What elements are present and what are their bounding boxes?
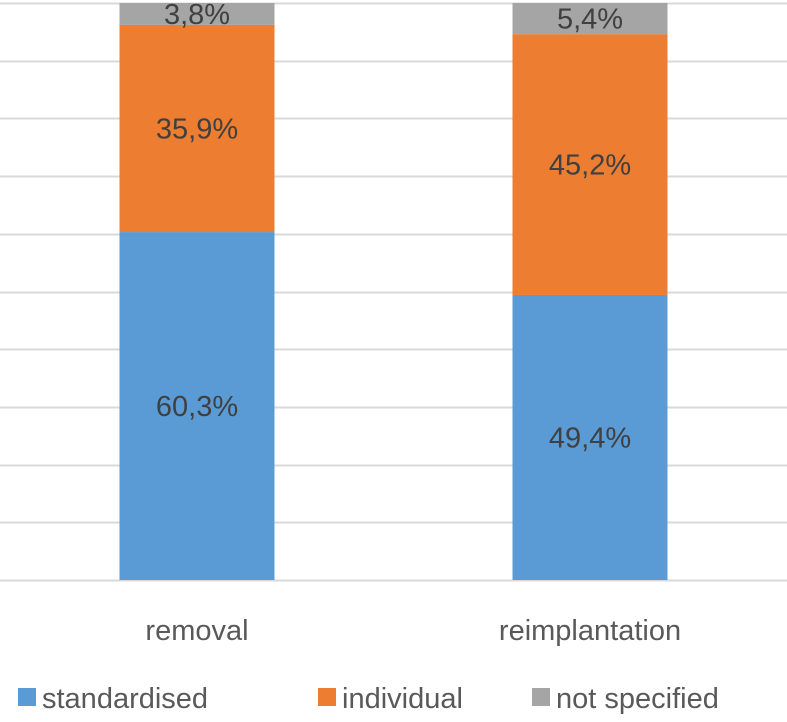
- bar-segment-standardised-reimplantation: [512, 294, 668, 580]
- data-label: 45,2%: [549, 150, 631, 182]
- bar-segment-not-specified-reimplantation: [512, 3, 668, 35]
- bar-segment-individual-reimplantation: [512, 34, 668, 295]
- data-labels: 60,3% 35,9% 3,8% 49,4% 45,2% 5,4%: [156, 0, 631, 454]
- legend-label: individual: [342, 683, 463, 715]
- data-label: 3,8%: [164, 0, 230, 31]
- category-label: reimplantation: [499, 615, 681, 647]
- bars: [119, 3, 668, 580]
- legend: standardised individual not specified: [18, 683, 719, 715]
- data-label: 35,9%: [156, 113, 238, 145]
- legend-swatch-individual: [318, 688, 336, 706]
- data-label: 5,4%: [557, 4, 623, 36]
- bar-segment-individual-removal: [119, 24, 275, 233]
- data-label: 60,3%: [156, 391, 238, 423]
- data-label: 49,4%: [549, 422, 631, 454]
- legend-swatch-standardised: [18, 688, 36, 706]
- category-axis-labels: removal reimplantation: [145, 615, 681, 647]
- gridlines: [0, 2, 787, 582]
- legend-swatch-not-specified: [532, 688, 550, 706]
- bar-segment-standardised-removal: [119, 232, 275, 580]
- legend-label: not specified: [556, 683, 719, 715]
- legend-label: standardised: [42, 683, 208, 715]
- category-label: removal: [145, 615, 248, 647]
- bar-segment-not-specified-removal: [119, 3, 275, 25]
